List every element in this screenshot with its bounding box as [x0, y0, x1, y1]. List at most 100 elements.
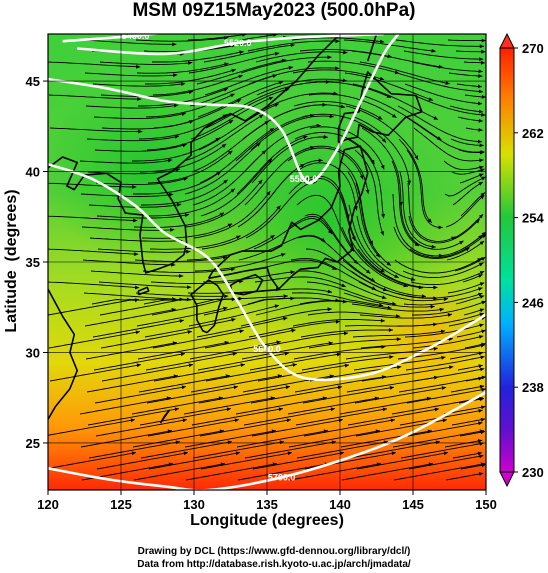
- streamline: [196, 59, 287, 85]
- streamline: [95, 419, 187, 437]
- colorbar-tick-label: 238: [522, 380, 544, 395]
- streamline: [298, 270, 387, 299]
- streamline-arrow: [478, 364, 483, 368]
- streamline-arrow: [179, 319, 184, 323]
- streamline-arrow: [479, 44, 484, 49]
- x-axis-label: Longitude (degrees): [190, 512, 344, 529]
- streamline-arrow: [427, 218, 432, 223]
- streamline-arrow: [269, 128, 274, 132]
- streamline: [235, 397, 327, 415]
- streamline: [242, 375, 334, 393]
- streamline: [80, 193, 174, 197]
- streamline: [237, 463, 329, 481]
- streamline-arrow: [327, 307, 332, 312]
- streamline: [96, 452, 188, 470]
- streamline: [341, 463, 433, 481]
- streamline: [449, 105, 484, 113]
- streamline-arrow: [300, 164, 305, 168]
- x-axis-ticks: 120 125 130 135 140 145 150: [37, 490, 497, 512]
- streamline: [100, 330, 192, 349]
- y-axis-label: Latitude (degrees): [3, 189, 20, 333]
- streamline: [400, 204, 464, 250]
- streamline: [48, 331, 140, 349]
- streamline: [153, 363, 245, 382]
- streamline: [136, 307, 228, 327]
- streamline: [308, 338, 401, 349]
- streamline: [152, 51, 244, 63]
- streamline: [183, 397, 275, 415]
- streamline-arrow: [224, 62, 229, 67]
- coastline: [190, 279, 224, 334]
- streamline: [247, 40, 340, 52]
- streamline-arrow: [283, 294, 288, 299]
- streamline: [396, 72, 483, 93]
- streamline: [99, 298, 191, 316]
- streamline: [240, 308, 332, 327]
- streamline: [407, 182, 456, 242]
- streamline-arrow: [240, 363, 245, 367]
- streamline-arrow: [479, 271, 485, 275]
- streamline: [84, 308, 176, 327]
- streamline: [148, 452, 240, 470]
- streamline-arrow: [475, 219, 480, 224]
- streamline: [204, 66, 294, 96]
- streamline: [235, 114, 315, 162]
- coastline: [207, 145, 369, 290]
- coastline: [48, 34, 341, 274]
- streamline: [393, 463, 485, 481]
- streamline-arrow: [181, 385, 186, 390]
- y-tick-label: 35: [26, 255, 40, 270]
- streamline-arrow: [370, 159, 375, 165]
- streamline-arrow: [481, 342, 486, 347]
- streamline-arrow: [234, 418, 239, 423]
- streamline: [351, 303, 444, 312]
- streamline-arrow: [414, 242, 419, 246]
- colorbar: 230 238 246 254 262 270: [499, 32, 544, 488]
- colorbar-max-arrow: [499, 32, 515, 49]
- streamline-arrow: [387, 305, 392, 310]
- streamline-arrow: [227, 223, 233, 228]
- streamline-arrow: [180, 352, 185, 357]
- streamline-arrow: [480, 430, 485, 435]
- streamline-arrow: [323, 135, 328, 139]
- streamline: [145, 69, 236, 85]
- x-tick-label: 145: [402, 497, 424, 512]
- streamline-arrow: [380, 165, 385, 170]
- streamline: [403, 50, 484, 60]
- warm-region: [360, 280, 486, 400]
- streamline-arrow: [443, 297, 448, 302]
- streamline-arrow: [338, 418, 343, 423]
- streamline: [237, 163, 305, 228]
- streamline-arrow: [395, 314, 401, 318]
- streamline-arrow: [478, 376, 483, 381]
- streamline: [447, 39, 486, 42]
- streamline: [245, 181, 318, 239]
- streamline: [397, 105, 483, 143]
- streamline: [347, 171, 381, 258]
- streamline-arrow: [219, 212, 225, 217]
- streamline-arrow: [481, 49, 486, 54]
- streamline: [345, 105, 419, 161]
- streamline-arrow: [167, 158, 173, 163]
- streamline-arrow: [448, 365, 454, 370]
- streamline: [202, 271, 295, 283]
- streamline: [461, 231, 486, 250]
- streamline: [413, 127, 484, 162]
- y-axis-ticks: 25 30 35 40 45: [26, 74, 48, 451]
- streamline: [344, 72, 434, 101]
- streamline-arrow: [228, 150, 233, 155]
- streamline: [452, 181, 484, 206]
- streamline: [248, 67, 340, 85]
- streamline-arrow: [280, 253, 286, 257]
- streamline: [82, 259, 176, 266]
- streamline-arrow: [227, 440, 232, 445]
- streamline: [136, 62, 229, 74]
- streamline-arrow: [394, 274, 399, 278]
- streamline-arrow: [221, 144, 227, 148]
- streamline-arrow: [340, 104, 346, 109]
- streamline: [80, 430, 172, 448]
- streamline-arrow: [235, 451, 240, 456]
- streamline-arrow: [276, 205, 281, 210]
- streamline: [457, 364, 483, 371]
- streamline: [244, 441, 336, 459]
